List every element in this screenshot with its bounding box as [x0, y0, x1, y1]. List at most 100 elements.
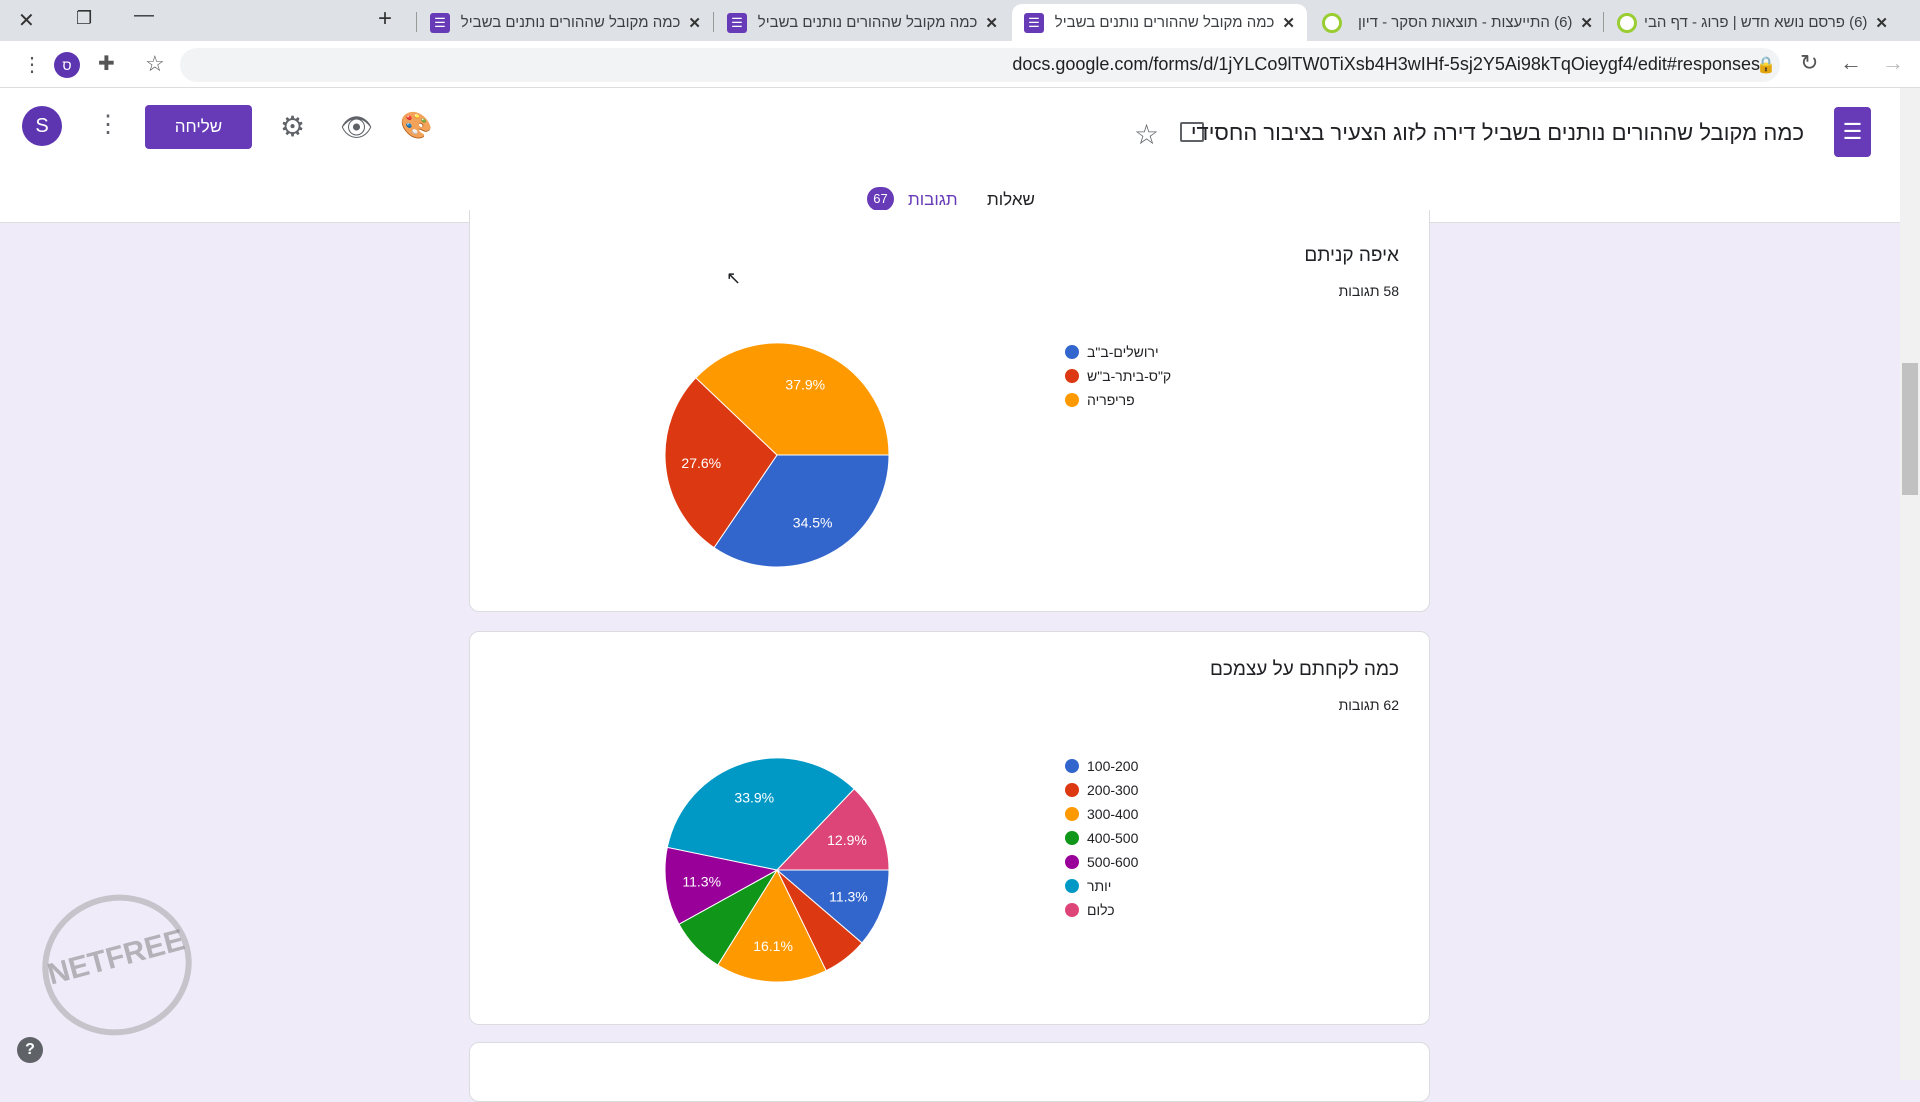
pie-slice[interactable] [775, 869, 890, 944]
pie-slice[interactable] [713, 454, 890, 568]
close-window-icon[interactable]: ✕ [18, 10, 35, 32]
legend-dot-icon [1065, 759, 1079, 773]
google-forms-logo-icon[interactable]: ☰ [1834, 107, 1871, 157]
legend-dot-icon [1065, 831, 1079, 845]
scrollbar[interactable] [1900, 88, 1920, 1080]
chart-legend: ירושלים-ב"ב ק"ס-ביתר-ב"ש פריפריה [1065, 340, 1171, 412]
more-options-icon[interactable]: ⋮ [96, 111, 120, 138]
forms-icon: ☰ [1024, 12, 1044, 33]
legend-item: ירושלים-ב"ב [1065, 340, 1171, 364]
preview-eye-icon[interactable]: 👁 [340, 112, 374, 142]
browser-tab-active[interactable]: ☰ כמה מקובל שההורים נותנים בשביל ✕ [1012, 4, 1307, 41]
pie-slice[interactable] [717, 868, 827, 983]
legend-item: 200-300 [1065, 778, 1138, 802]
tab-questions[interactable]: שאלות [987, 190, 1035, 209]
browser-tab[interactable]: ☰ כמה מקובל שההורים נותנים בשביל ✕ [418, 4, 713, 41]
tab-title: (6) התייעצות - תוצאות הסקר - דיון [1357, 14, 1573, 31]
help-button[interactable]: ? [17, 1037, 43, 1063]
legend-item: 100-200 [1065, 754, 1138, 778]
pie-slice[interactable] [666, 757, 855, 871]
menu-dots-icon[interactable]: ⋮ [22, 54, 42, 76]
legend-item: 300-400 [1065, 802, 1138, 826]
netfree-watermark: NETFREE [26, 877, 208, 1053]
folder-icon[interactable] [1180, 122, 1204, 142]
tab-title: כמה מקובל שההורים נותנים בשביל [1054, 14, 1275, 31]
slice-label: 27.6% [681, 455, 721, 471]
scrollbar-thumb[interactable] [1902, 363, 1918, 495]
legend-label: 300-400 [1087, 806, 1139, 822]
pie-slice[interactable] [664, 846, 779, 925]
forward-icon[interactable]: → [1882, 50, 1904, 75]
legend-label: ק"ס-ביתר-ב"ש [1087, 368, 1172, 384]
restore-window-icon[interactable]: ❐ [76, 8, 93, 28]
slice-label: 11.3% [829, 888, 868, 904]
new-tab-button[interactable]: + [378, 5, 393, 32]
question-card [469, 1042, 1430, 1102]
extensions-icon[interactable]: ✚ [98, 53, 115, 75]
back-icon[interactable]: ← [1840, 50, 1862, 75]
account-avatar[interactable]: S [22, 106, 62, 146]
lock-icon[interactable]: 🔒 [1756, 57, 1776, 74]
legend-label: 100-200 [1087, 758, 1139, 774]
question-title: איפה קניתם [1304, 245, 1399, 266]
site-icon [1617, 12, 1637, 33]
forms-icon: ☰ [727, 12, 747, 33]
legend-label: 500-600 [1087, 854, 1139, 870]
tab-title: (6) פרסם נושא חדש | פרוג - דף הבית [1645, 14, 1868, 31]
url-text[interactable]: docs.google.com/forms/d/1jYLCo9lTW0TiXsb… [1012, 54, 1760, 74]
tab-responses[interactable]: תגובות [908, 190, 958, 209]
question-title: כמה לקחתם על עצמכם [1210, 659, 1399, 680]
tab-title: כמה מקובל שההורים נותנים בשביל [757, 14, 978, 31]
response-count: 58 תגובות [1338, 283, 1399, 299]
legend-item: יותר [1065, 874, 1138, 898]
bookmark-star-icon[interactable]: ☆ [145, 51, 165, 76]
question-card: כמה לקחתם על עצמכם 62 תגובות 11.3% 16.1% 1… [469, 631, 1430, 1025]
close-tab-icon[interactable]: ✕ [985, 14, 998, 32]
legend-label: יותר [1087, 878, 1112, 894]
legend-dot-icon [1065, 345, 1079, 359]
slice-label: 34.5% [793, 514, 833, 530]
pie-slice[interactable] [664, 377, 778, 549]
tab-title: כמה מקובל שההורים נותנים בשביל [460, 14, 681, 31]
palette-icon[interactable]: 🎨 [400, 110, 433, 140]
legend-dot-icon [1065, 879, 1079, 893]
form-header [0, 88, 1900, 223]
send-button[interactable]: שליחה [145, 105, 252, 149]
close-tab-icon[interactable]: ✕ [1875, 14, 1888, 32]
legend-dot-icon [1065, 393, 1079, 407]
omnibox[interactable] [180, 48, 1780, 82]
legend-label: כלום [1087, 902, 1115, 918]
close-tab-icon[interactable]: ✕ [1282, 14, 1295, 32]
slice-label: 33.9% [734, 789, 774, 805]
legend-label: 200-300 [1087, 782, 1139, 798]
close-tab-icon[interactable]: ✕ [688, 14, 701, 32]
legend-label: 400-500 [1087, 830, 1139, 846]
chart-legend: 100-200 200-300 300-400 400-500 500-600 יותר כ… [1065, 754, 1138, 922]
browser-tab[interactable]: (6) התייעצות - תוצאות הסקר - דיון ✕ [1310, 4, 1605, 41]
close-tab-icon[interactable]: ✕ [1580, 14, 1593, 32]
slice-label: 11.3% [682, 873, 721, 889]
legend-dot-icon [1065, 903, 1079, 917]
legend-label: ירושלים-ב"ב [1087, 344, 1159, 360]
response-count: 62 תגובות [1338, 697, 1399, 713]
legend-dot-icon [1065, 369, 1079, 383]
browser-tab[interactable]: (6) פרסם נושא חדש | פרוג - דף הבית ✕ [1605, 4, 1900, 41]
forms-icon: ☰ [430, 12, 450, 33]
pie-slice[interactable] [695, 342, 890, 456]
profile-avatar[interactable]: ס [54, 52, 80, 78]
legend-dot-icon [1065, 783, 1079, 797]
reload-icon[interactable]: ↻ [1800, 50, 1819, 75]
mouse-cursor: ↖ [726, 268, 742, 288]
star-icon[interactable]: ☆ [1134, 119, 1160, 150]
legend-dot-icon [1065, 807, 1079, 821]
browser-tab[interactable]: ☰ כמה מקובל שההורים נותנים בשביל ✕ [715, 4, 1010, 41]
pie-slice[interactable] [775, 788, 890, 871]
minimize-window-icon[interactable]: — [134, 4, 154, 26]
settings-gear-icon[interactable]: ⚙ [280, 111, 306, 142]
legend-item: 500-600 [1065, 850, 1138, 874]
slice-label: 37.9% [785, 376, 825, 392]
form-title[interactable]: כמה מקובל שההורים נותנים בשביל דירה לזוג… [1190, 120, 1804, 145]
responses-count-badge: 67 [867, 187, 894, 211]
legend-label: פריפריה [1087, 392, 1135, 408]
pie-chart: 11.3% 16.1% 11.3% 33.9% 12.9% [664, 757, 890, 983]
